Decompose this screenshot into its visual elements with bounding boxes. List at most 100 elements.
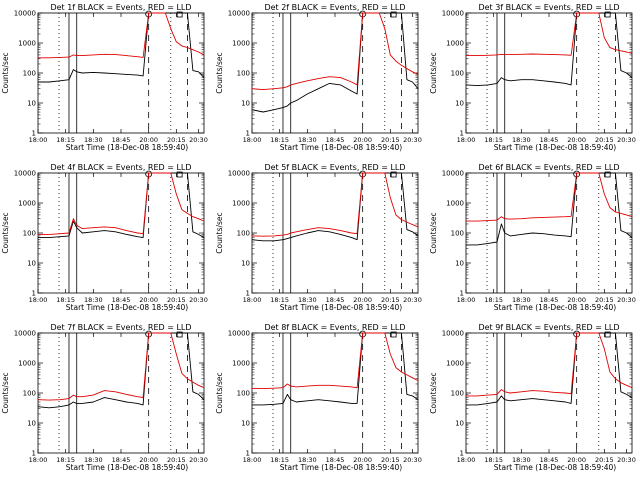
x-tick-label: 20:30 (617, 296, 636, 304)
x-tick-label: 18:00 (29, 456, 48, 464)
lld-series-line (466, 332, 633, 397)
x-tick-label: 18:30 (512, 136, 531, 144)
marker-square-icon (176, 331, 183, 338)
x-axis-label: Start Time (18-Dec-08 18:59:40) (494, 303, 616, 312)
y-tick-label: 10000 (228, 170, 250, 178)
y-tick-label: 10 (241, 100, 250, 108)
detector-panel: Det 8f BLACK = Events, RED = LLD 1 10 100 10… (215, 323, 422, 472)
x-tick-label: 20:30 (403, 136, 422, 144)
x-tick-label: 20:00 (353, 456, 372, 464)
y-tick-label: 1000 (232, 40, 250, 48)
events-series-line (38, 12, 205, 83)
x-tick-label: 18:15 (484, 456, 503, 464)
y-tick-label: 10 (27, 420, 36, 428)
detector-panel: Det 5f BLACK = Events, RED = LLD 1 10 100 10… (215, 163, 422, 312)
y-axis-label: Counts/sec (215, 52, 224, 93)
y-axis-label: Counts/sec (429, 52, 438, 93)
x-tick-label: 18:15 (56, 296, 75, 304)
events-series-line (38, 172, 205, 239)
x-tick-label: 20:00 (567, 456, 586, 464)
x-tick-label: 18:30 (84, 296, 103, 304)
x-tick-label: 18:00 (29, 136, 48, 144)
events-series-line (466, 172, 633, 246)
x-axis-label: Start Time (18-Dec-08 18:59:40) (280, 143, 402, 152)
x-tick-label: 18:45 (540, 136, 559, 144)
lld-series-line (251, 12, 419, 91)
panel-title: Det 7f BLACK = Events, RED = LLD (50, 323, 191, 332)
y-tick-label: 100 (451, 390, 464, 398)
y-axis-label: Counts/sec (1, 52, 10, 93)
lld-series-line (251, 172, 419, 237)
y-tick-label: 10000 (442, 330, 464, 338)
y-tick-label: 10000 (14, 170, 36, 178)
x-tick-label: 20:15 (167, 296, 186, 304)
y-tick-label: 10 (455, 100, 464, 108)
y-tick-label: 10 (241, 260, 250, 268)
x-axis-label: Start Time (18-Dec-08 18:59:40) (494, 463, 616, 472)
plot-frame (37, 12, 205, 134)
detector-panel: Det 6f BLACK = Events, RED = LLD 1 10 100 10… (429, 163, 636, 312)
lld-series-line (38, 172, 205, 235)
y-tick-label: 100 (451, 230, 464, 238)
x-tick-label: 20:15 (595, 296, 614, 304)
y-tick-label: 1000 (18, 200, 36, 208)
events-series-line (251, 172, 419, 242)
marker-square-icon (604, 331, 611, 338)
y-tick-label: 1000 (232, 360, 250, 368)
events-series-line (465, 12, 633, 87)
detector-panel: Det 4f BLACK = Events, RED = LLD 1 10 100 10… (1, 163, 208, 312)
y-tick-label: 10 (455, 420, 464, 428)
events-series-line (466, 332, 633, 406)
y-tick-label: 1 (460, 130, 464, 138)
x-tick-label: 18:30 (84, 456, 103, 464)
x-axis-label: Start Time (18-Dec-08 18:59:40) (280, 303, 402, 312)
y-tick-label: 1000 (18, 40, 36, 48)
y-axis-label: Counts/sec (1, 372, 10, 413)
marker-square-icon (604, 11, 611, 18)
plot-frame (465, 12, 633, 134)
y-tick-label: 10 (27, 100, 36, 108)
panel-title: Det 1f BLACK = Events, RED = LLD (50, 3, 191, 12)
x-tick-label: 20:30 (617, 456, 636, 464)
y-tick-label: 100 (451, 70, 464, 78)
events-series-line (251, 12, 419, 113)
lld-series-line (252, 332, 419, 390)
plot-frame (251, 12, 419, 134)
x-tick-label: 20:00 (139, 456, 158, 464)
y-tick-label: 100 (23, 230, 36, 238)
y-tick-label: 1 (460, 450, 464, 458)
y-tick-label: 10 (455, 260, 464, 268)
panel-title: Det 5f BLACK = Events, RED = LLD (264, 163, 405, 172)
y-tick-label: 1 (246, 450, 250, 458)
y-tick-label: 100 (237, 70, 250, 78)
panel-title: Det 8f BLACK = Events, RED = LLD (264, 323, 405, 332)
marker-square-icon (176, 11, 183, 18)
marker-square-icon (176, 171, 183, 178)
x-axis-label: Start Time (18-Dec-08 18:59:40) (280, 463, 402, 472)
x-tick-label: 20:15 (381, 136, 400, 144)
x-tick-label: 20:15 (595, 456, 614, 464)
x-tick-label: 20:00 (139, 136, 158, 144)
x-tick-label: 18:30 (298, 296, 317, 304)
y-axis-label: Counts/sec (215, 372, 224, 413)
x-tick-label: 20:30 (189, 296, 208, 304)
y-tick-label: 100 (23, 70, 36, 78)
y-tick-label: 1 (32, 130, 36, 138)
x-axis-label: Start Time (18-Dec-08 18:59:40) (494, 143, 616, 152)
x-tick-label: 18:00 (29, 296, 48, 304)
y-tick-label: 1000 (446, 200, 464, 208)
x-tick-label: 18:30 (512, 456, 531, 464)
x-tick-label: 18:00 (457, 456, 476, 464)
y-axis-label: Counts/sec (1, 212, 10, 253)
y-axis-label: Counts/sec (429, 212, 438, 253)
x-tick-label: 18:00 (457, 296, 476, 304)
x-tick-label: 18:00 (243, 296, 262, 304)
x-tick-label: 18:15 (270, 456, 289, 464)
x-tick-label: 20:00 (353, 136, 372, 144)
panel-title: Det 2f BLACK = Events, RED = LLD (264, 3, 405, 12)
x-tick-label: 18:45 (112, 136, 131, 144)
y-tick-label: 100 (237, 390, 250, 398)
x-tick-label: 20:30 (403, 296, 422, 304)
y-tick-label: 1 (246, 290, 250, 298)
y-tick-label: 10 (27, 260, 36, 268)
